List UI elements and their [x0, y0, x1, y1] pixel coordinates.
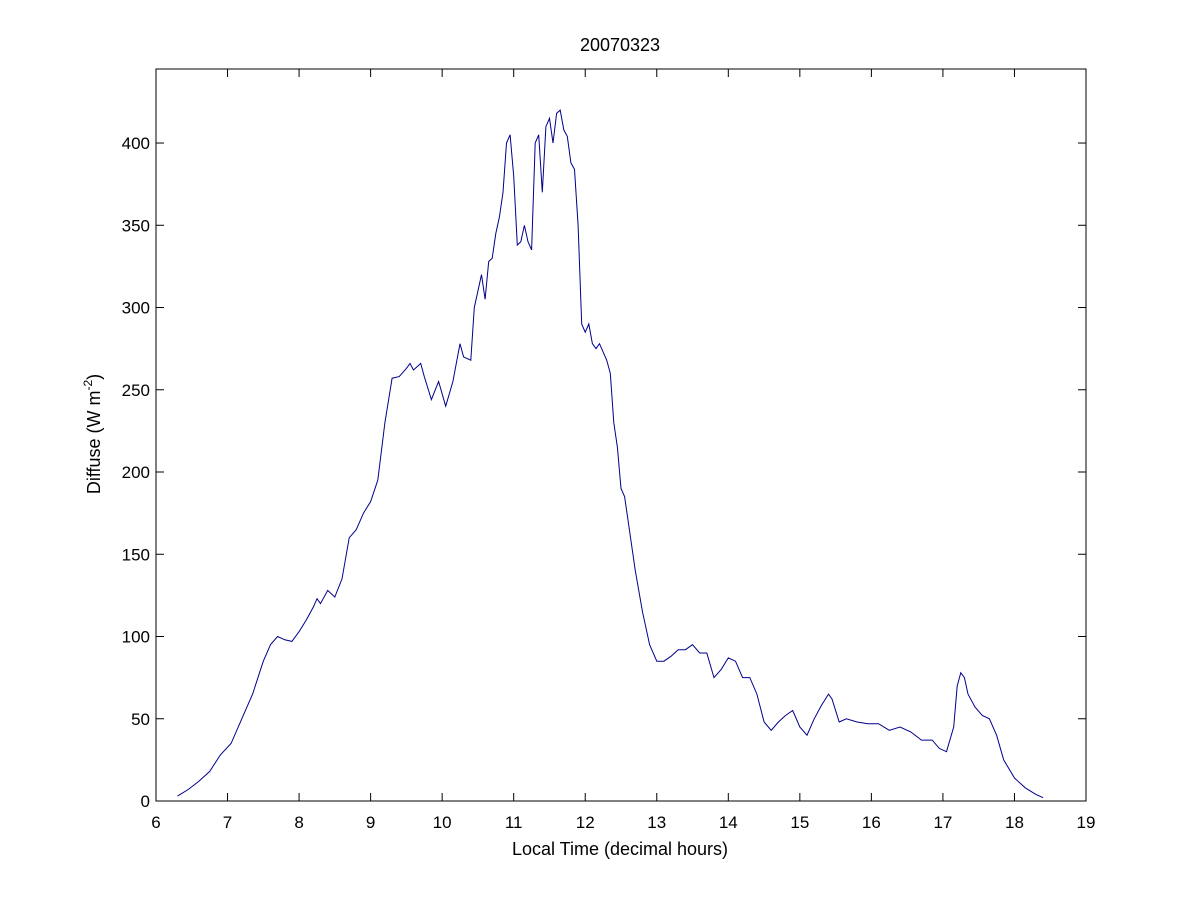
x-tick-label: 9 [366, 813, 375, 832]
chart-title: 20070323 [580, 35, 660, 55]
y-tick-label: 150 [122, 545, 150, 564]
plot-area [156, 69, 1086, 801]
x-tick-label: 7 [223, 813, 232, 832]
y-axis-label-superscript: -2 [81, 379, 95, 390]
y-axis-label: Diffuse (W m-2) [81, 374, 104, 494]
tick-marks [155, 69, 1087, 802]
x-tick-label: 17 [933, 813, 952, 832]
y-tick-label: 200 [122, 463, 150, 482]
y-tick-label: 400 [122, 134, 150, 153]
x-tick-label: 10 [433, 813, 452, 832]
x-tick-label: 12 [576, 813, 595, 832]
x-tick-label: 16 [862, 813, 881, 832]
x-tick-label: 19 [1077, 813, 1096, 832]
y-tick-label: 50 [131, 710, 150, 729]
x-tick-label: 18 [1005, 813, 1024, 832]
x-tick-label: 11 [505, 813, 523, 832]
y-tick-label: 350 [122, 216, 150, 235]
y-tick-label: 0 [141, 792, 150, 811]
y-tick-label: 300 [122, 299, 150, 318]
x-tick-label: 6 [151, 813, 160, 832]
x-tick-label: 15 [790, 813, 809, 832]
x-tick-labels: 6 7 8 9 10 11 12 13 14 15 16 17 18 19 [151, 813, 1095, 832]
x-tick-label: 8 [294, 813, 303, 832]
y-tick-labels: 0 50 100 150 200 250 300 350 400 [122, 134, 150, 811]
plot-frame [155, 68, 1087, 802]
x-tick-label: 14 [719, 813, 738, 832]
y-axis-label-tail: ) [84, 374, 104, 380]
y-tick-label: 250 [122, 381, 150, 400]
series-line [177, 109, 1044, 799]
y-tick-label: 100 [122, 628, 150, 647]
x-axis-label: Local Time (decimal hours) [512, 839, 728, 859]
y-axis-label-main: Diffuse (W m [84, 390, 104, 494]
x-tick-label: 13 [647, 813, 666, 832]
